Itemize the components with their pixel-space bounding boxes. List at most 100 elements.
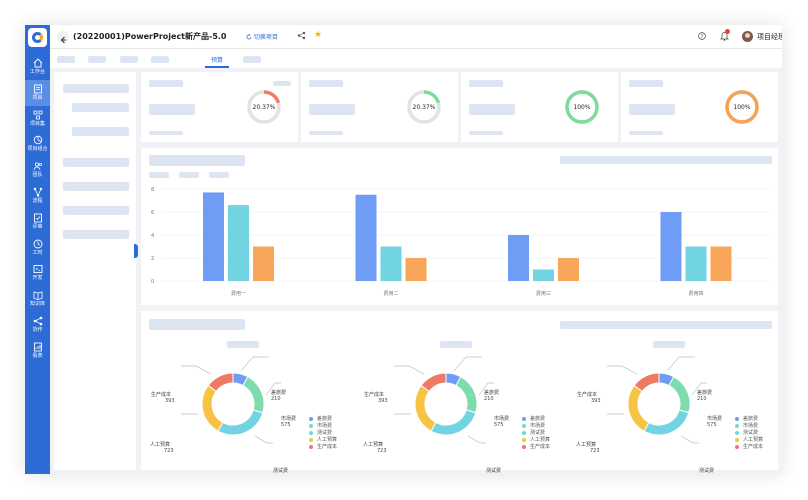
donut-slice[interactable] [430,409,477,436]
sidebar-item[interactable]: 团队 [25,157,50,183]
sidebar-item[interactable]: 评审 [25,209,50,235]
legend-item[interactable]: 人工预算 [309,437,337,444]
donut-slice[interactable] [420,372,447,393]
donut-slice[interactable] [668,376,691,414]
list-item[interactable] [63,84,129,93]
legend-item[interactable]: 测试费 [522,430,550,437]
donut-slice[interactable] [633,372,660,393]
tab-budget[interactable]: 预算 [211,57,224,64]
review-icon [33,213,42,223]
sidebar-item[interactable]: 项目集 [25,106,50,132]
donut-slice[interactable] [217,409,264,436]
sidebar-item[interactable]: 开发 [25,260,50,286]
help-icon[interactable]: ? [698,32,706,40]
legend-item[interactable]: 生产成本 [735,444,763,451]
kpi-footer-placeholder [309,131,343,135]
sidebar-item-label: 工作台 [29,69,45,75]
filter-placeholder[interactable] [560,156,772,164]
legend-item[interactable]: 测试费 [309,430,337,437]
favorite-star-icon[interactable]: ★ [314,30,323,40]
slice-value: 210 [271,396,281,402]
bar[interactable] [508,235,529,281]
legend-label: 测试费 [317,430,333,436]
list-item[interactable] [63,182,129,191]
slice-value: 210 [484,396,494,402]
sidebar-item[interactable]: 知识库 [25,286,50,312]
tab-placeholder[interactable] [151,56,169,63]
list-item[interactable] [63,230,129,239]
bar[interactable] [710,246,732,282]
sidebar-item[interactable]: 工作台 [25,54,50,80]
bar[interactable] [533,269,554,282]
donut-slice[interactable] [627,384,650,432]
donut-slice[interactable] [207,372,234,393]
legend-item[interactable]: 市场费 [735,423,763,430]
sidebar-item[interactable]: 工时 [25,235,50,261]
legend-label: 人工预算 [530,437,551,443]
legend-item[interactable]: 人工预算 [522,437,550,444]
legend-item[interactable]: 差旅费 [522,416,550,423]
donut-title-placeholder [653,341,685,348]
sidebar-item[interactable]: 项目 [25,79,50,106]
list-item[interactable] [72,103,129,112]
collapse-handle[interactable] [134,244,138,258]
donut-slice[interactable] [242,376,265,414]
legend-placeholder[interactable] [149,172,169,178]
kpi-progress-ring: 20.37% [247,90,281,124]
tab-placeholder[interactable] [57,56,75,63]
filter-placeholder[interactable] [560,321,772,329]
legend-item[interactable]: 人工预算 [735,437,763,444]
svg-text:?: ? [701,34,704,40]
donut-slice[interactable] [643,409,690,436]
sidebar-item-label: 看表 [32,352,43,359]
bar[interactable] [203,192,224,281]
bar[interactable] [380,246,402,282]
user-name[interactable]: 项目经理 PM [757,33,782,41]
slice-name: 生产成本 [364,392,385,398]
share-icon [33,316,42,326]
list-item[interactable] [63,206,129,215]
bar[interactable] [660,212,682,281]
switch-project-button[interactable]: 切换项目 [246,32,278,41]
sidebar-item[interactable]: 看表 [25,338,50,364]
legend-item[interactable]: 生产成本 [309,444,337,451]
y-tick-label: 4 [151,233,154,239]
y-tick-label: 0 [151,279,154,285]
list-item[interactable] [63,158,129,167]
tab-placeholder[interactable] [88,56,106,63]
share-icon[interactable] [297,31,306,40]
bar[interactable] [355,194,377,281]
legend-placeholder[interactable] [179,172,199,178]
legend-placeholder[interactable] [209,172,229,178]
slice-name: 测试费 [699,468,715,474]
donut-slice[interactable] [455,376,478,414]
portfolio-icon [33,136,42,145]
tab-placeholder[interactable] [243,56,261,63]
bar[interactable] [685,246,707,282]
y-tick-label: 8 [151,187,154,193]
legend-item[interactable]: 测试费 [735,430,763,437]
list-item[interactable] [72,127,129,136]
bar[interactable] [253,246,274,282]
bar[interactable] [405,258,427,281]
sidebar-item[interactable]: 流程 [25,183,50,209]
avatar[interactable] [742,31,753,42]
donut-slice[interactable] [201,384,224,432]
active-tab-indicator [205,66,229,68]
legend-item[interactable]: 生产成本 [522,444,550,451]
legend-item[interactable]: 差旅费 [735,416,763,423]
sidebar-item[interactable]: 项目组合 [25,131,50,157]
slice-name: 人工预算 [576,442,597,448]
legend-dot [522,444,526,449]
legend-item[interactable]: 差旅费 [309,416,337,423]
bar[interactable] [558,258,579,281]
tab-placeholder[interactable] [120,56,138,63]
slice-name: 人工预算 [150,442,171,448]
legend-item[interactable]: 市场费 [522,423,550,430]
sidebar-item-label: 团队 [32,172,43,179]
legend-item[interactable]: 市场费 [309,423,337,430]
back-button[interactable] [57,31,69,44]
bar[interactable] [228,205,249,281]
sidebar-item[interactable]: 协作 [25,312,50,338]
donut-slice[interactable] [414,384,437,432]
